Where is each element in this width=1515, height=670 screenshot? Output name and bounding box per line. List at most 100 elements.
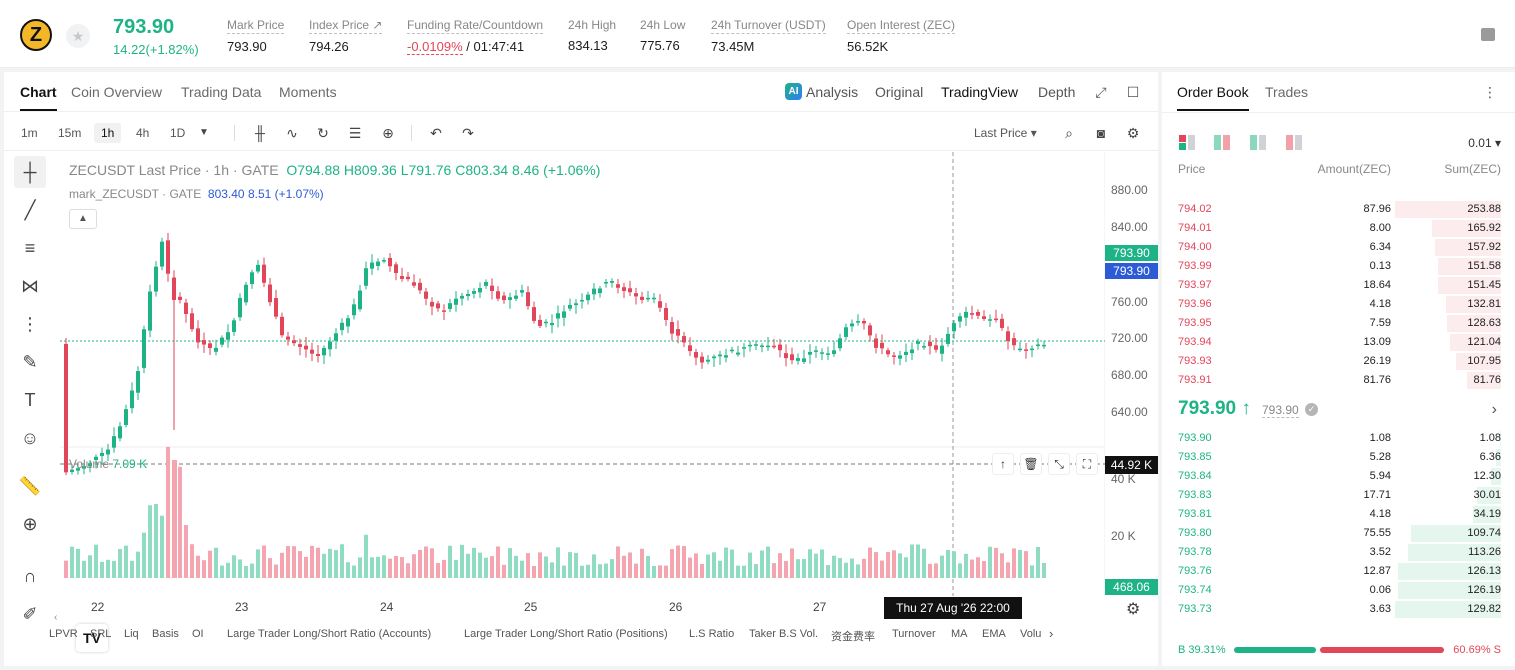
legend-collapse-button[interactable]: ▲ — [69, 209, 97, 229]
indicator-ema[interactable]: EMA — [982, 628, 1006, 640]
timeframe-15m[interactable]: 15m — [58, 126, 82, 140]
bid-row[interactable]: 793.74 0.06 126.19 — [1162, 581, 1515, 600]
ask-row[interactable]: 794.00 6.34 157.92 — [1162, 238, 1515, 257]
window-icon[interactable]: ☐ — [1126, 84, 1140, 100]
pane-collapse-icon[interactable]: ⤡ — [1048, 453, 1070, 475]
indicator-taker-vol[interactable]: Taker B.S Vol. — [749, 628, 819, 640]
tab-chart[interactable]: Chart — [20, 84, 57, 111]
ask-row[interactable]: 793.95 7.59 128.63 — [1162, 314, 1515, 333]
crosshair-tool-icon[interactable]: ┼ — [14, 156, 46, 188]
bid-row[interactable]: 793.81 4.18 34.19 — [1162, 505, 1515, 524]
indicator-srl[interactable]: SRL — [90, 628, 112, 640]
bid-row[interactable]: 793.84 5.94 12.30 — [1162, 467, 1515, 486]
stat-24h-turnover[interactable]: 24h Turnover (USDT) 73.45M — [711, 18, 826, 54]
indicator-funding-rate[interactable]: 资金费率 — [831, 631, 875, 643]
indicator-lpvr[interactable]: LPVR — [49, 628, 78, 640]
indicator-ls-positions[interactable]: Large Trader Long/Short Ratio (Positions… — [464, 628, 668, 640]
tab-moments[interactable]: Moments — [279, 84, 337, 100]
view-analysis[interactable]: Analysis — [806, 84, 859, 100]
collapse-sidebar-icon[interactable]: ‹ — [54, 612, 58, 623]
bid-row[interactable]: 793.90 1.08 1.08 — [1162, 429, 1515, 448]
tab-trades[interactable]: Trades — [1265, 84, 1309, 100]
indicator-volume[interactable]: Volu — [1020, 628, 1042, 640]
timeframe-1m[interactable]: 1m — [21, 126, 38, 140]
timeframe-1d[interactable]: 1D — [170, 126, 186, 140]
candle-type-icon[interactable]: ╫ — [255, 125, 265, 141]
brush-tool-icon[interactable]: ✎ — [22, 352, 38, 372]
timeframe-dropdown-icon[interactable]: ▼ — [199, 127, 209, 138]
indicator-scroll-right-icon[interactable]: › — [1049, 626, 1054, 641]
gear-icon[interactable]: ⚙ — [1126, 125, 1140, 141]
pane-delete-icon[interactable]: 🗑 — [1020, 453, 1042, 475]
candlestick-chart[interactable] — [60, 152, 1105, 596]
templates-icon[interactable]: ☰ — [348, 125, 362, 141]
camera-icon[interactable]: ◙ — [1096, 125, 1106, 141]
bid-row[interactable]: 793.76 12.87 126.13 — [1162, 562, 1515, 581]
ask-row[interactable]: 793.94 13.09 121.04 — [1162, 333, 1515, 352]
pattern-tool-icon[interactable]: ⋈ — [21, 276, 39, 296]
bid-row[interactable]: 793.85 5.28 6.36 — [1162, 448, 1515, 467]
zoom-in-tool-icon[interactable]: ⊕ — [22, 514, 38, 534]
indicator-ma[interactable]: MA — [951, 628, 968, 640]
stat-mark-price[interactable]: Mark Price 793.90 — [227, 18, 285, 54]
bid-row[interactable]: 793.78 3.52 113.26 — [1162, 543, 1515, 562]
ask-row[interactable]: 793.93 26.19 107.95 — [1162, 352, 1515, 371]
undo-icon[interactable]: ↶ — [430, 125, 442, 141]
compare-icon[interactable]: ↻ — [317, 125, 329, 141]
emoji-tool-icon[interactable]: ☺ — [20, 428, 40, 448]
layout-both-icon[interactable] — [1179, 135, 1196, 150]
ask-row[interactable]: 794.02 87.96 253.88 — [1162, 200, 1515, 219]
ruler-tool-icon[interactable]: 📏 — [18, 476, 42, 496]
layout-asks-icon[interactable] — [1286, 135, 1303, 150]
tab-trading-data[interactable]: Trading Data — [181, 84, 262, 100]
trendline-tool-icon[interactable]: ╱ — [24, 200, 36, 220]
layout-both-alt-icon[interactable] — [1214, 135, 1231, 150]
ai-analysis-icon[interactable]: AI — [785, 83, 802, 100]
guide-book-icon[interactable] — [1481, 28, 1495, 41]
timeframe-1h[interactable]: 1h — [94, 123, 122, 143]
bid-row[interactable]: 793.73 3.63 129.82 — [1162, 600, 1515, 619]
ask-row[interactable]: 793.97 18.64 151.45 — [1162, 276, 1515, 295]
bid-row[interactable]: 793.80 75.55 109.74 — [1162, 524, 1515, 543]
pane-move-up-icon[interactable]: ↑ — [992, 453, 1014, 475]
ask-row[interactable]: 793.91 81.76 81.76 — [1162, 371, 1515, 390]
magnet-tool-icon[interactable]: ∩ — [23, 566, 37, 586]
ask-row[interactable]: 794.01 8.00 165.92 — [1162, 219, 1515, 238]
stat-funding-rate[interactable]: Funding Rate/Countdown -0.0109% / 01:47:… — [407, 18, 544, 55]
view-tradingview[interactable]: TradingView — [941, 84, 1019, 100]
bid-row[interactable]: 793.83 17.71 30.01 — [1162, 486, 1515, 505]
pane-maximize-icon[interactable]: ⛶ — [1076, 453, 1098, 475]
layout-bids-icon[interactable] — [1250, 135, 1267, 150]
expand-icon[interactable]: ⤢ — [1095, 84, 1107, 100]
indicators-icon[interactable]: ∿ — [286, 125, 298, 141]
indicator-ls-accounts[interactable]: Large Trader Long/Short Ratio (Accounts) — [227, 628, 432, 640]
indicator-basis[interactable]: Basis — [152, 628, 179, 640]
stat-open-interest[interactable]: Open Interest (ZEC) 56.52K — [847, 18, 956, 54]
tradingview-logo[interactable]: TV — [76, 624, 108, 652]
ask-row[interactable]: 793.96 4.18 132.81 — [1162, 295, 1515, 314]
favorite-star-icon[interactable]: ★ — [66, 24, 90, 48]
chevron-right-icon[interactable]: › — [1491, 401, 1497, 418]
text-tool-icon[interactable]: T — [24, 390, 36, 410]
indicator-turnover[interactable]: Turnover — [892, 628, 936, 640]
redo-icon[interactable]: ↷ — [462, 125, 474, 141]
ask-row[interactable]: 793.99 0.13 151.58 — [1162, 257, 1515, 276]
tab-order-book[interactable]: Order Book — [1177, 84, 1249, 111]
view-depth[interactable]: Depth — [1038, 84, 1076, 100]
stat-index-price[interactable]: Index Price ↗ 794.26 — [309, 18, 383, 54]
indicator-ls-ratio[interactable]: L.S Ratio — [689, 628, 735, 640]
timeframe-4h[interactable]: 4h — [136, 126, 150, 140]
indicator-oi[interactable]: OI — [192, 628, 204, 640]
indicator-liq[interactable]: Liq — [124, 628, 139, 640]
price-source-select[interactable]: Last Price ▾ — [974, 126, 1037, 140]
view-original[interactable]: Original — [875, 84, 924, 100]
tick-size-select[interactable]: 0.01 ▾ — [1468, 136, 1501, 150]
more-options-icon[interactable]: ⋮ — [1483, 84, 1497, 100]
axis-settings-icon[interactable]: ⚙ — [1126, 601, 1141, 618]
add-plus-icon[interactable]: ⊕ — [382, 125, 394, 141]
fib-tool-icon[interactable]: ⋮ — [21, 314, 39, 334]
search-icon[interactable]: ⌕ — [1065, 125, 1073, 141]
channel-tool-icon[interactable]: ≡ — [24, 238, 36, 258]
tab-coin-overview[interactable]: Coin Overview — [71, 84, 163, 100]
draw-lock-icon[interactable]: ✐ — [22, 604, 38, 624]
